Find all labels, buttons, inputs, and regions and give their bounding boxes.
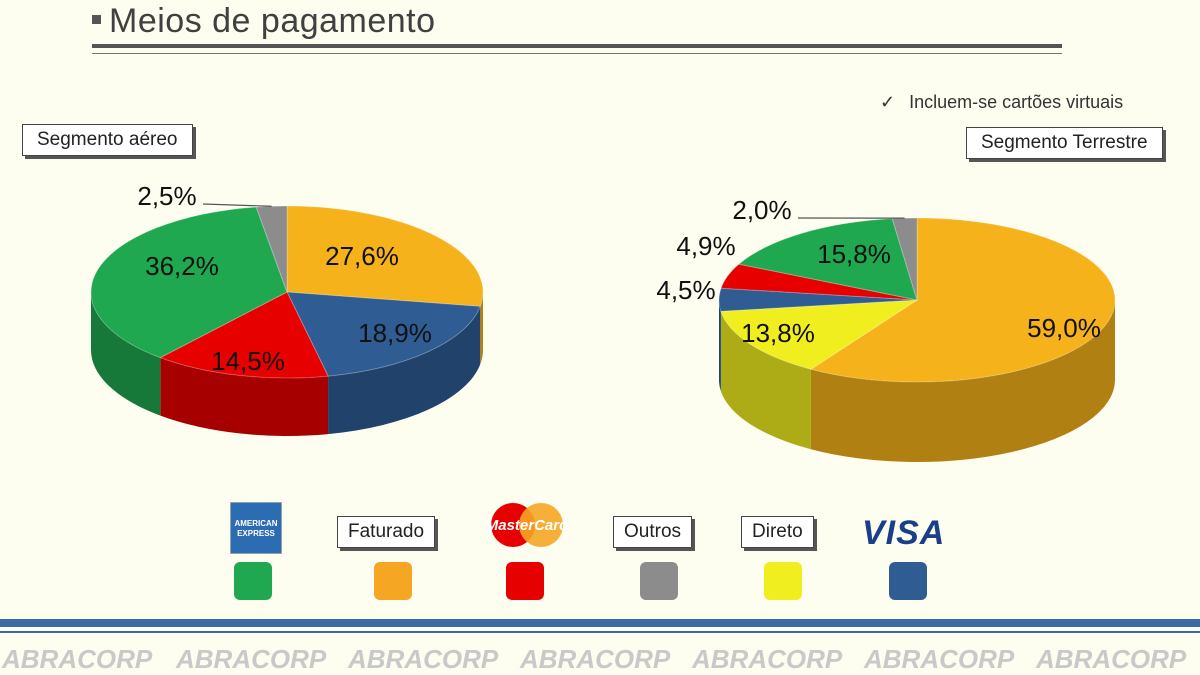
check-icon: ✓ [880, 92, 896, 112]
data-label: 4,5% [656, 275, 715, 305]
mastercard-logo-text: MasterCard [487, 517, 567, 534]
pie-slice [809, 217, 1116, 383]
data-label: 59,0% [1027, 313, 1101, 343]
data-label: 2,5% [137, 181, 196, 211]
data-label: 14,5% [211, 346, 285, 376]
mastercard-logo: MasterCard [486, 500, 569, 550]
bullet-icon [92, 14, 101, 24]
footer-band-thin [0, 631, 1200, 633]
watermark-logo: ABRACORP [520, 644, 671, 674]
legend-direto: Direto [741, 516, 814, 548]
watermark-logo: ABRACORP [692, 644, 843, 674]
pie-slice-side [480, 292, 483, 365]
pie-slice [720, 299, 919, 370]
swatch-faturado [374, 562, 412, 600]
pie-slice [159, 291, 329, 379]
pie-slice [720, 263, 918, 301]
watermark-logo: ABRACORP [1036, 644, 1187, 674]
amex-logo: AMERICAN EXPRESS [230, 502, 282, 554]
legend-outros: Outros [613, 516, 693, 548]
page-title: Meios de pagamento [92, 2, 436, 41]
pie-slice [718, 287, 918, 312]
data-label: 36,2% [145, 251, 219, 281]
data-label: 4,9% [676, 231, 735, 261]
note-text: Incluem-se cartões virtuais [909, 92, 1124, 112]
watermark-strip: ABRACORP ABRACORP ABRACORP ABRACORP ABRA… [0, 640, 1200, 675]
swatch-direto [764, 562, 802, 600]
data-label: 27,6% [325, 241, 399, 271]
watermark-logo: ABRACORP [864, 644, 1015, 674]
data-label: 2,0% [732, 195, 791, 225]
pie-slice-side [719, 300, 721, 392]
swatch-visa [889, 562, 927, 600]
footer-band [0, 619, 1200, 627]
visa-logo: VISA [862, 514, 945, 553]
title-rule [92, 44, 1062, 48]
pie-slice [286, 291, 481, 377]
swatch-mastercard [506, 562, 544, 600]
legend-faturado: Faturado [337, 516, 436, 548]
pie-slice [90, 206, 288, 359]
pie-terrestre: 59,0% 13,8% 4,5% 4,9% 15,8% 2,0% [656, 195, 1116, 462]
swatch-amex [234, 562, 272, 600]
amex-logo-text: AMERICAN EXPRESS [234, 519, 278, 538]
pie-slice-side [328, 306, 481, 435]
title-rule-thin [92, 53, 1062, 54]
data-label: 18,9% [358, 318, 432, 348]
page-title-text: Meios de pagamento [109, 2, 436, 40]
watermark-logo: ABRACORP [2, 644, 153, 674]
data-label: 13,8% [741, 318, 815, 348]
pie-charts: 27,6% 18,9% 14,5% 36,2% 2,5% 59,0% 13,8% 4,5% 4… [90, 181, 1116, 462]
pie-slice-side [720, 311, 811, 450]
swatch-outros [640, 562, 678, 600]
pie-aereo: 27,6% 18,9% 14,5% 36,2% 2,5% [90, 181, 484, 436]
watermark-logo: ABRACORP [348, 644, 499, 674]
data-label: 15,8% [817, 239, 891, 269]
segment-terrestre-label: Segmento Terrestre [966, 127, 1163, 159]
pie-slice-side [810, 300, 1115, 462]
watermark-logo: ABRACORP [176, 644, 327, 674]
pie-slice [286, 205, 484, 307]
pie-slice-side [160, 357, 329, 436]
pie-slice [737, 218, 918, 301]
leader-line [202, 203, 272, 207]
virtual-cards-note: ✓ Incluem-se cartões virtuais [880, 92, 1123, 113]
visa-logo-text: VISA [862, 514, 946, 552]
pie-slice-side [91, 292, 161, 416]
segment-aereo-label: Segmento aéreo [22, 124, 193, 156]
